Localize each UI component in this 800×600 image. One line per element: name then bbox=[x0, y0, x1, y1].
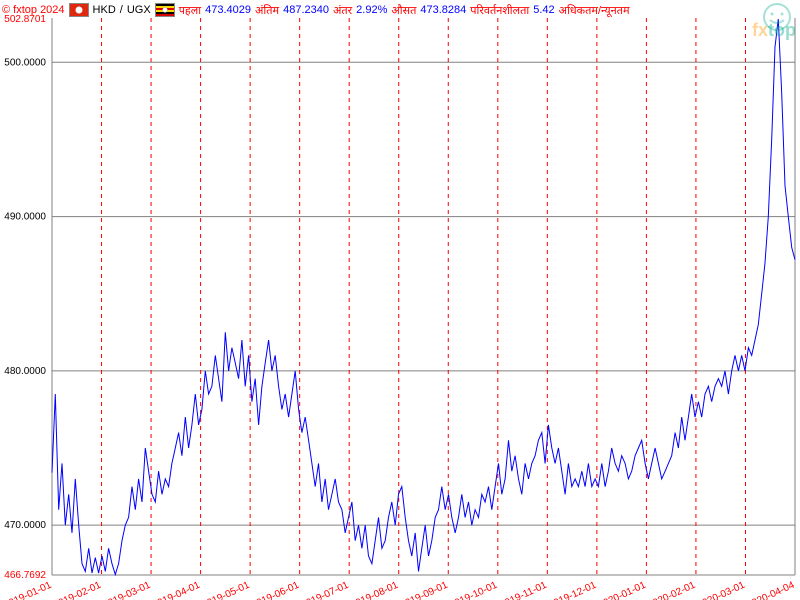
pair-left: HKD bbox=[93, 4, 116, 16]
svg-text:480.0000: 480.0000 bbox=[4, 366, 46, 377]
chart-svg: 470.0000480.0000490.0000500.0000502.8701… bbox=[0, 0, 800, 600]
stat-label-1: अंतिम bbox=[255, 3, 279, 18]
pair-right: UGX bbox=[127, 4, 151, 16]
stat-label-5: अधिकतम/न्यूनतम bbox=[559, 3, 630, 18]
svg-text:490.0000: 490.0000 bbox=[4, 212, 46, 223]
copyright-text: © fxtop 2024 bbox=[2, 4, 65, 16]
stat-value-1: 487.2340 bbox=[283, 4, 329, 16]
flag-ugx bbox=[155, 3, 175, 17]
stat-label-3: औसत bbox=[391, 3, 416, 18]
chart-container: 470.0000480.0000490.0000500.0000502.8701… bbox=[0, 0, 800, 600]
flag-hkd bbox=[69, 3, 89, 17]
stat-label-4: परिवर्तनशीलता bbox=[470, 3, 529, 18]
svg-text:470.0000: 470.0000 bbox=[4, 520, 46, 531]
svg-text:466.7692: 466.7692 bbox=[4, 570, 46, 581]
pair-sep: / bbox=[120, 4, 123, 16]
stat-value-4: 5.42 bbox=[533, 4, 554, 16]
stat-value-3: 473.8284 bbox=[420, 4, 466, 16]
chart-header: © fxtop 2024 HKD / UGX पहला 473.4029 अंत… bbox=[0, 2, 800, 18]
stat-label-2: अंतर bbox=[333, 3, 352, 18]
stat-value-2: 2.92% bbox=[356, 4, 387, 16]
stat-label-0: पहला bbox=[179, 3, 201, 18]
svg-text:500.0000: 500.0000 bbox=[4, 57, 46, 68]
stat-value-0: 473.4029 bbox=[205, 4, 251, 16]
